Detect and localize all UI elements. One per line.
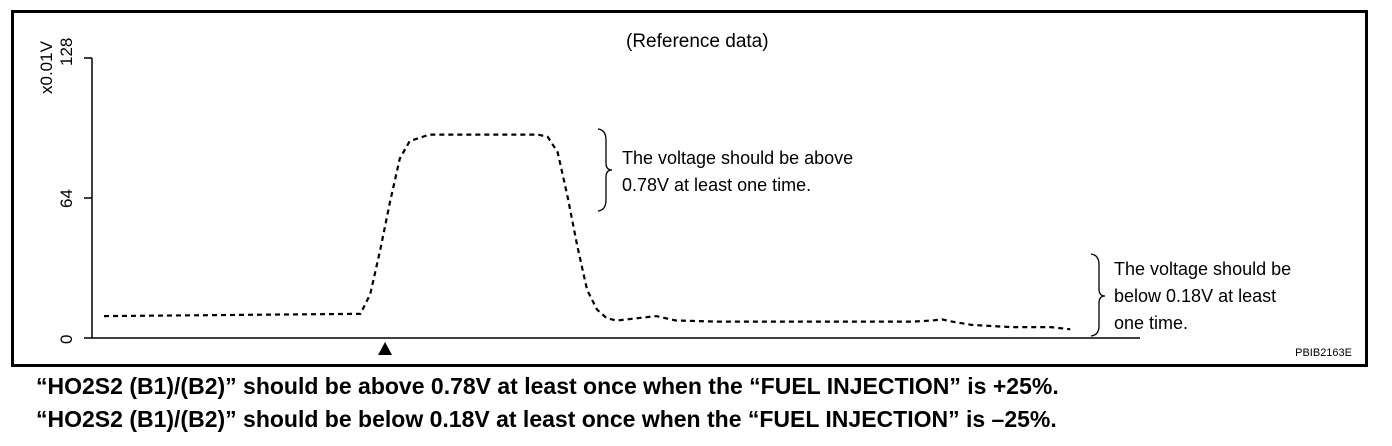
voltage-series-line xyxy=(103,133,1071,331)
annotation-low: The voltage should be below 0.18V at lea… xyxy=(1114,256,1291,337)
brace-low xyxy=(1090,253,1106,337)
figure-frame xyxy=(11,10,1368,367)
y-tick-label-128: 128 xyxy=(57,37,76,66)
caption-line-1: “HO2S2 (B1)/(B2)” should be above 0.78V … xyxy=(36,373,1059,399)
figure-code: PBIB2163E xyxy=(1295,347,1352,359)
y-tick-label-64: 64 xyxy=(57,189,76,208)
annotation-high: The voltage should be above 0.78V at lea… xyxy=(622,145,853,199)
annotation-low-line-1: The voltage should be xyxy=(1114,259,1292,279)
annotation-low-line-3: one time. xyxy=(1114,313,1189,333)
y-tick-marks xyxy=(84,57,92,339)
caption-line-2: “HO2S2 (B1)/(B2)” should be below 0.18V … xyxy=(36,406,1057,432)
annotation-high-line-1: The voltage should be above xyxy=(622,148,854,168)
brace-high xyxy=(597,128,613,212)
chart-title: (Reference data) xyxy=(626,31,769,52)
y-tick-label-0: 0 xyxy=(57,334,76,344)
y-axis-label: x0.01V xyxy=(37,41,56,94)
annotation-high-line-2: 0.78V at least one time. xyxy=(622,175,812,195)
event-marker-triangle xyxy=(378,342,393,355)
annotation-low-line-2: below 0.18V at least xyxy=(1114,286,1277,306)
